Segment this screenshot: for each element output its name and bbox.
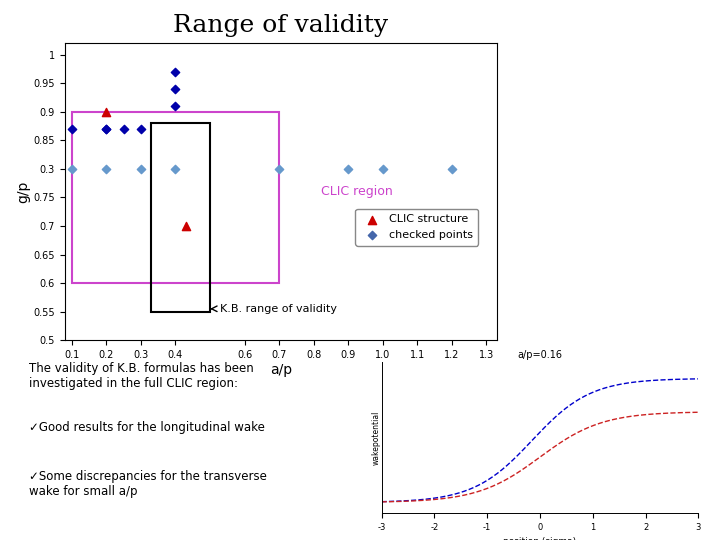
Y-axis label: wakepotential: wakepotential (372, 410, 380, 464)
X-axis label: position (sigma): position (sigma) (503, 537, 577, 540)
checked points (343, 165, 354, 173)
Point (170, 68, 181, 76)
checked points (446, 165, 458, 173)
CLIC structure (101, 107, 112, 116)
Text: The validity of K.B. formulas has been
investigated in the full CLIC region:: The validity of K.B. formulas has been i… (29, 362, 253, 390)
Bar (151, 123, 210, 312)
checked points (66, 165, 78, 173)
checked points (377, 165, 389, 173)
Point (170, 85, 181, 93)
Text: CLIC region: CLIC region (320, 185, 392, 198)
Point (101, 125, 112, 133)
Text: K.B. range of validity: K.B. range of validity (220, 304, 337, 314)
Point (66, 125, 78, 133)
checked points (101, 165, 112, 173)
Title: Range of validity: Range of validity (174, 14, 388, 37)
Text: ✓Some discrepancies for the transverse
wake for small a/p: ✓Some discrepancies for the transverse w… (29, 470, 266, 498)
checked points (135, 165, 147, 173)
Text: ✓Good results for the longitudinal wake: ✓Good results for the longitudinal wake (29, 421, 265, 434)
checked points (170, 165, 181, 173)
CLIC structure (180, 221, 192, 230)
X-axis label: a/p: a/p (270, 363, 292, 377)
Point (118, 125, 130, 133)
checked points (274, 165, 285, 173)
Point (135, 125, 147, 133)
Point (170, 102, 181, 110)
Y-axis label: g/p: g/p (17, 180, 31, 203)
Title: a/p=0.16: a/p=0.16 (518, 349, 562, 360)
Legend: CLIC structure, checked points: CLIC structure, checked points (356, 209, 478, 246)
Point (101, 125, 112, 133)
Bar (72, 112, 279, 283)
